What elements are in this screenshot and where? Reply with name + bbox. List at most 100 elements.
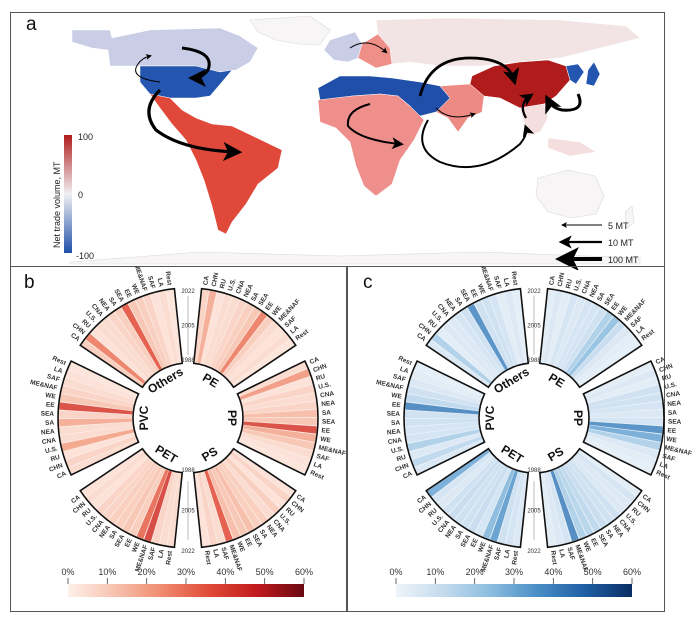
c-cell: [539, 289, 555, 363]
b-region-label: SAF: [146, 275, 156, 289]
b-cell: [60, 425, 134, 443]
b-sector-pvc: CACHNRUU.S.CNANEASASEAEEWEME&NAFSAFLARes…: [29, 355, 151, 481]
b-region-label: Rest: [165, 550, 174, 566]
c-cell: [571, 457, 626, 514]
c-region-label: SAF: [565, 546, 575, 560]
b-cell: [85, 333, 146, 384]
c-region-label: Rest: [511, 550, 520, 566]
b-region-label: EE: [46, 401, 56, 409]
b-region-label: WE: [235, 541, 246, 554]
b-sector-name: PVC: [137, 405, 151, 430]
b-sector-outline: [79, 447, 184, 549]
c-region-label: NEA: [667, 400, 682, 408]
c-region-label: WE: [666, 436, 678, 445]
b-cell: [135, 297, 169, 367]
c-region-label: CA: [402, 470, 414, 480]
c-cell: [505, 472, 525, 546]
c-cell: [436, 327, 494, 382]
map-region-sea: [519, 103, 597, 157]
map-colorbar-label: Net trade volume, MT: [52, 161, 62, 248]
c-cell: [504, 290, 525, 364]
b-region-label: Rest: [51, 355, 67, 367]
c-region-label: CHN: [394, 462, 410, 474]
b-region-label: SAF: [219, 546, 229, 560]
b-region-label: U.S.: [44, 445, 58, 455]
newzealand-shape: [624, 205, 635, 229]
c-colorbar-tick-label: 50%: [584, 567, 602, 577]
c-region-label: LA: [399, 366, 410, 376]
b-cell: [243, 418, 317, 426]
c-cell: [513, 473, 529, 547]
flow-arrow-nea-to-chn: [545, 93, 582, 115]
c-region-label: SA: [668, 410, 678, 417]
c-cell: [543, 290, 563, 364]
c-cell: [454, 312, 502, 374]
c-cell: [546, 292, 571, 365]
c-region-label: SA: [453, 296, 464, 308]
flow-arrow-menaf-to-sa: [435, 107, 476, 119]
b-cell: [243, 421, 317, 434]
b-cell: [225, 457, 280, 514]
panel-bc-frame: [10, 266, 665, 612]
b-region-label: EE: [124, 537, 134, 548]
c-sector-outline: [425, 287, 530, 389]
b-region-label: RU: [81, 507, 93, 519]
c-year-tick: 2005: [527, 324, 541, 330]
c-sector-name: PE: [546, 370, 567, 390]
b-region-label: SA: [258, 529, 269, 541]
b-cell: [219, 311, 267, 374]
c-cell: [585, 435, 657, 466]
c-colorbar-tick-label: 40%: [544, 567, 562, 577]
map-colorbar: [64, 135, 72, 253]
b-cell: [143, 294, 172, 366]
b-cell: [228, 454, 286, 509]
b-cell: [207, 469, 241, 539]
c-region-label: RU: [426, 318, 438, 330]
c-cell: [409, 377, 481, 404]
c-cell: [489, 294, 518, 366]
b-cell: [200, 292, 225, 365]
c-region-label: SEA: [668, 419, 682, 426]
b-cell: [159, 472, 179, 546]
b-cell: [210, 300, 247, 369]
c-cell: [553, 297, 586, 367]
c-colorbar-tick-label: 10%: [426, 567, 444, 577]
b-sector-ps: CACHNRUU.S.CNANEASASEAEEWEME&NAFSAFLARes…: [192, 444, 307, 572]
b-region-label: NEA: [321, 400, 336, 408]
b-region-label: LA: [289, 324, 300, 335]
b-cell: [213, 303, 254, 370]
c-cell: [576, 333, 636, 384]
b-year-tick: 1988: [181, 358, 195, 364]
b-cell: [114, 307, 159, 372]
b-cell: [243, 409, 317, 418]
b-region-label: CA: [56, 470, 68, 480]
c-colorbar-tick-label: 30%: [505, 567, 523, 577]
flow-arrow-menaf-to-saf: [346, 103, 404, 150]
b-cell: [238, 439, 308, 474]
c-region-label: SEA: [387, 411, 401, 418]
c-cell: [589, 401, 663, 414]
b-region-label: RU: [219, 278, 228, 289]
c-cell: [443, 457, 497, 515]
c-region-label: U.S.: [390, 445, 404, 455]
flow-legend-label: 10 MT: [608, 238, 634, 248]
flow-legend-label: 100 MT: [608, 255, 639, 265]
c-region-label: CA: [416, 494, 428, 505]
c-region-label: U.S.: [573, 278, 584, 292]
c-colorbar-tick-label: 20%: [466, 567, 484, 577]
b-cell: [241, 376, 313, 404]
b-region-label: RU: [50, 454, 61, 464]
c-cell: [568, 316, 620, 376]
b-cell: [65, 370, 137, 401]
b-sector-outline: [57, 359, 140, 477]
c-cell: [432, 452, 492, 503]
c-cell: [448, 460, 500, 520]
b-cell: [232, 339, 295, 387]
b-region-label: RU: [284, 506, 296, 518]
c-cell: [474, 300, 511, 369]
c-cell: [589, 409, 663, 418]
c-cell: [409, 432, 481, 460]
c-cell: [468, 466, 509, 533]
